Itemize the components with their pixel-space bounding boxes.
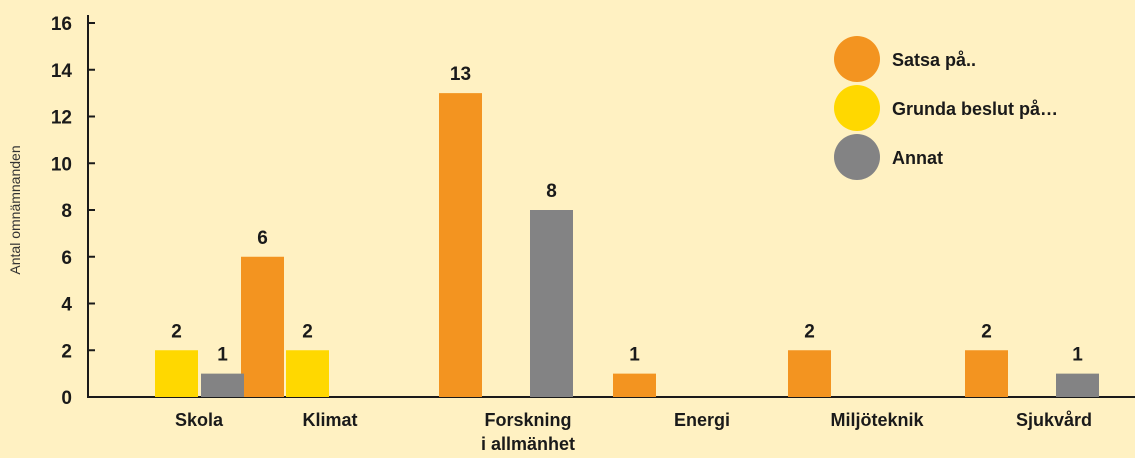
y-axis-label: Antal omnämnanden <box>7 145 23 274</box>
category-label: i allmänhet <box>481 434 575 454</box>
legend-marker <box>834 85 880 131</box>
data-label: 2 <box>804 321 815 342</box>
data-label: 2 <box>302 321 313 342</box>
data-label: 2 <box>171 321 182 342</box>
y-tick-label: 2 <box>61 341 72 362</box>
y-tick-label: 16 <box>51 14 72 35</box>
bar <box>201 373 244 397</box>
data-label: 8 <box>546 181 557 202</box>
bar <box>788 350 831 397</box>
bar <box>613 373 656 397</box>
bar <box>241 256 284 397</box>
category-label: Klimat <box>302 410 357 430</box>
y-tick-label: 10 <box>51 154 72 175</box>
bar <box>155 350 198 397</box>
y-tick-label: 14 <box>51 61 73 82</box>
category-label: Skola <box>175 410 224 430</box>
data-label: 2 <box>981 321 992 342</box>
legend-label: Satsa på.. <box>892 50 976 70</box>
legend-label: Grunda beslut på… <box>892 99 1058 119</box>
data-label: 1 <box>629 345 640 366</box>
y-tick-label: 12 <box>51 108 72 129</box>
bar <box>439 93 482 397</box>
y-tick-label: 0 <box>61 388 72 409</box>
category-label: Forskning <box>484 410 571 430</box>
data-label: 6 <box>257 228 268 249</box>
legend-marker <box>834 36 880 82</box>
data-label: 1 <box>217 345 228 366</box>
bar <box>965 350 1008 397</box>
category-label: Energi <box>674 410 730 430</box>
y-tick-label: 4 <box>61 295 72 316</box>
y-tick-label: 6 <box>61 248 72 269</box>
y-tick-label: 8 <box>61 201 72 222</box>
category-label: Sjukvård <box>1016 410 1092 430</box>
legend-label: Annat <box>892 148 943 168</box>
data-label: 13 <box>450 64 471 85</box>
bar <box>1056 373 1099 397</box>
bar <box>530 210 573 397</box>
category-label: Miljöteknik <box>830 410 924 430</box>
legend-marker <box>834 134 880 180</box>
data-label: 1 <box>1072 345 1083 366</box>
bar <box>286 350 329 397</box>
